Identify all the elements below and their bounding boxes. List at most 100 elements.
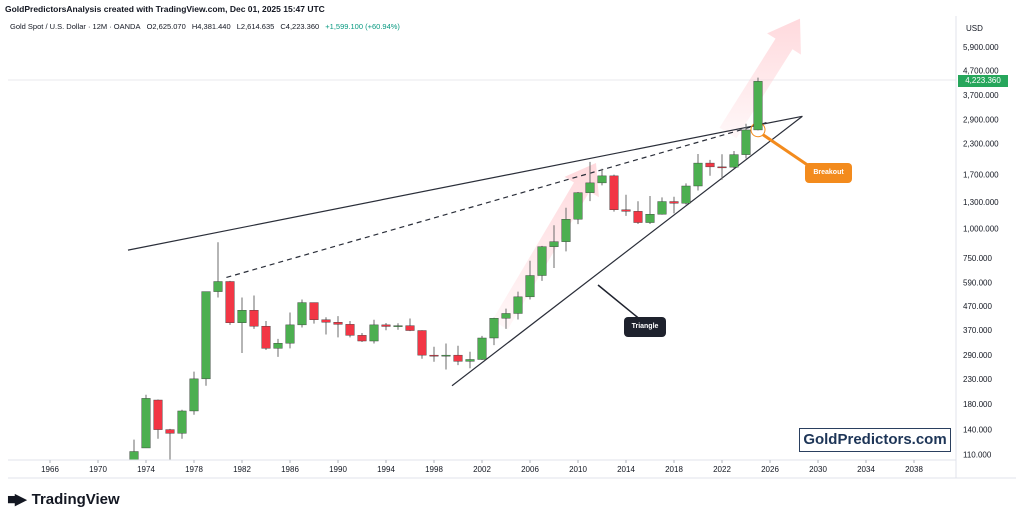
candle-1989 [321, 319, 331, 323]
currency-label[interactable]: USD [966, 24, 983, 33]
y-tick-label: 1,700.000 [963, 170, 999, 179]
candle-2013 [609, 175, 619, 210]
candle-2003 [489, 318, 499, 339]
trend-arrows [492, 18, 801, 330]
candle-2014 [621, 209, 631, 212]
x-tick-label: 2022 [713, 465, 731, 474]
x-tick-label: 2026 [761, 465, 779, 474]
y-tick-label: 2,300.000 [963, 139, 999, 148]
y-tick-label: 110.000 [963, 450, 992, 459]
candles [129, 77, 763, 461]
x-tick-label: 2030 [809, 465, 827, 474]
x-tick-label: 2034 [857, 465, 875, 474]
y-tick-label: 180.000 [963, 400, 992, 409]
candle-2007 [537, 246, 547, 276]
y-tick-label: 4,700.000 [963, 66, 999, 75]
candle-1995 [393, 325, 403, 327]
low-value: L2,614.635 [236, 22, 275, 31]
candle-2010 [573, 192, 583, 220]
y-tick-label: 5,900.000 [963, 43, 999, 52]
candle-1974 [141, 398, 151, 449]
x-tick-label: 2006 [521, 465, 539, 474]
chart-header: GoldPredictorsAnalysis created with Trad… [5, 4, 325, 14]
candle-1973 [129, 451, 139, 461]
x-tick-label: 1978 [185, 465, 203, 474]
triangle-connector [597, 284, 643, 322]
candle-2004 [501, 313, 511, 319]
trendline-lower [451, 115, 803, 387]
candle-2005 [513, 296, 523, 314]
candle-1998 [429, 354, 439, 357]
candle-1985 [273, 342, 283, 349]
tradingview-icon: ■▶ [7, 491, 27, 508]
y-tick-label: 370.000 [963, 326, 992, 335]
breakout-connector [762, 133, 810, 168]
x-tick-label: 1970 [89, 465, 107, 474]
y-tick-label: 2,900.000 [963, 116, 999, 125]
candle-2025 [753, 81, 763, 131]
y-tick-label: 290.000 [963, 351, 992, 360]
watermark: GoldPredictors.com [799, 428, 951, 452]
candle-2024 [741, 129, 751, 155]
trend-arrow-2 [719, 18, 801, 139]
candle-2022 [717, 166, 727, 169]
x-tick-label: 1994 [377, 465, 395, 474]
candle-2011 [585, 182, 595, 193]
candle-2023 [729, 154, 739, 168]
candle-2016 [645, 214, 655, 223]
candle-1993 [369, 324, 379, 342]
tradingview-logo-text: TradingView [31, 490, 120, 508]
open-value: O2,625.070 [146, 22, 186, 31]
candle-1994 [381, 324, 391, 327]
candle-1999 [441, 354, 451, 357]
candle-1992 [357, 335, 367, 342]
y-tick-label: 750.000 [963, 254, 992, 263]
y-tick-label: 590.000 [963, 279, 992, 288]
candle-2019 [681, 185, 691, 204]
candle-1980 [213, 281, 223, 292]
candle-2020 [693, 162, 703, 187]
candle-2021 [705, 162, 715, 168]
y-tick-label: 140.000 [963, 426, 992, 435]
candle-1990 [333, 322, 343, 325]
candle-1986 [285, 324, 295, 344]
x-tick-label: 1982 [233, 465, 251, 474]
high-value: H4,381.440 [191, 22, 231, 31]
close-value: C4,223.360 [280, 22, 320, 31]
candle-1977 [177, 410, 187, 434]
x-tick-label: 1974 [137, 465, 155, 474]
candle-2009 [561, 219, 571, 242]
x-tick-label: 2002 [473, 465, 491, 474]
axes: 110.000 140.000 180.000 230.000 290.000 370.0… [8, 16, 1016, 479]
x-tick-label: 2014 [617, 465, 635, 474]
candle-1984 [261, 325, 271, 349]
candle-1987 [297, 302, 307, 326]
x-tick-label: 1990 [329, 465, 347, 474]
x-tick-label: 2018 [665, 465, 683, 474]
candle-1976 [165, 429, 175, 434]
breakout-label: Breakout [805, 163, 852, 183]
candle-1988 [309, 302, 319, 320]
candle-2012 [597, 175, 607, 184]
trend-arrow-1 [492, 162, 599, 330]
x-tick-label: 2038 [905, 465, 923, 474]
candle-2002 [477, 337, 487, 360]
symbol-info-line: Gold Spot / U.S. Dollar · 12M · OANDA O2… [10, 22, 404, 31]
candle-1982 [237, 310, 247, 323]
y-tick-label: 470.000 [963, 302, 992, 311]
tradingview-logo[interactable]: ■▶ TradingView [7, 490, 120, 509]
x-tick-label: 2010 [569, 465, 587, 474]
candle-1997 [417, 330, 427, 356]
symbol-name[interactable]: Gold Spot / U.S. Dollar · 12M · OANDA [10, 22, 141, 31]
change-value: +1,599.100 (+60.94%) [325, 22, 400, 31]
candle-2018 [669, 201, 679, 204]
trendlines [127, 115, 810, 387]
candle-1979 [201, 291, 211, 380]
y-tick-label: 1,300.000 [963, 198, 999, 207]
candle-1996 [405, 325, 415, 331]
trendline-upper [127, 115, 803, 251]
candle-2006 [525, 275, 535, 298]
candle-1983 [249, 310, 259, 327]
candle-2017 [657, 201, 667, 215]
